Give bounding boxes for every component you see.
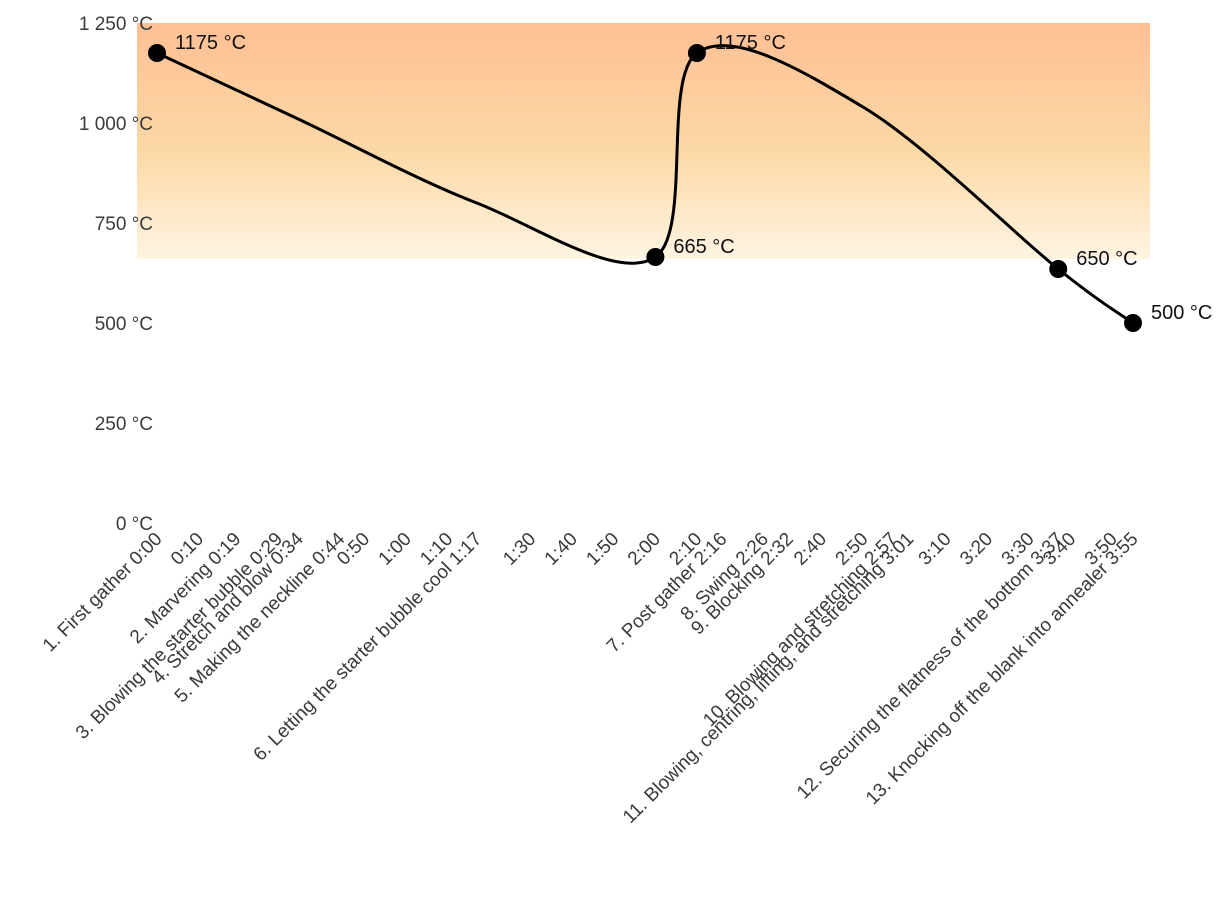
x-tick-label: 13. Knocking off the blank into annealer… — [862, 529, 1143, 810]
y-tick-label: 250 °C — [95, 414, 153, 435]
data-point-marker — [1124, 314, 1142, 332]
x-tick-label: 1:30 — [499, 529, 540, 570]
x-tick-label: 2:00 — [624, 529, 665, 570]
data-point-label: 665 °C — [673, 236, 734, 258]
y-tick-label: 1 000 °C — [79, 114, 153, 135]
data-point-marker — [688, 44, 706, 62]
x-tick-label: 1:40 — [541, 529, 582, 570]
x-tick-label: 1:00 — [375, 529, 416, 570]
y-tick-label: 1 250 °C — [79, 14, 153, 35]
x-tick-label: 3:10 — [915, 529, 956, 570]
y-tick-label: 750 °C — [95, 214, 153, 235]
data-point-label: 650 °C — [1076, 248, 1137, 270]
data-point-label: 1175 °C — [715, 32, 786, 54]
data-point-label: 500 °C — [1151, 302, 1212, 324]
data-point-label: 1175 °C — [175, 32, 246, 54]
x-tick-label: 12. Securing the flatness of the bottom … — [793, 529, 1068, 804]
x-tick-label: 1:50 — [582, 529, 623, 570]
x-tick-label: 3:20 — [956, 529, 997, 570]
y-tick-label: 500 °C — [95, 314, 153, 335]
data-point-marker — [148, 44, 166, 62]
data-point-marker — [646, 248, 664, 266]
data-point-marker — [1049, 260, 1067, 278]
x-tick-label: 2:40 — [790, 529, 831, 570]
working-temperature-band — [137, 23, 1150, 259]
